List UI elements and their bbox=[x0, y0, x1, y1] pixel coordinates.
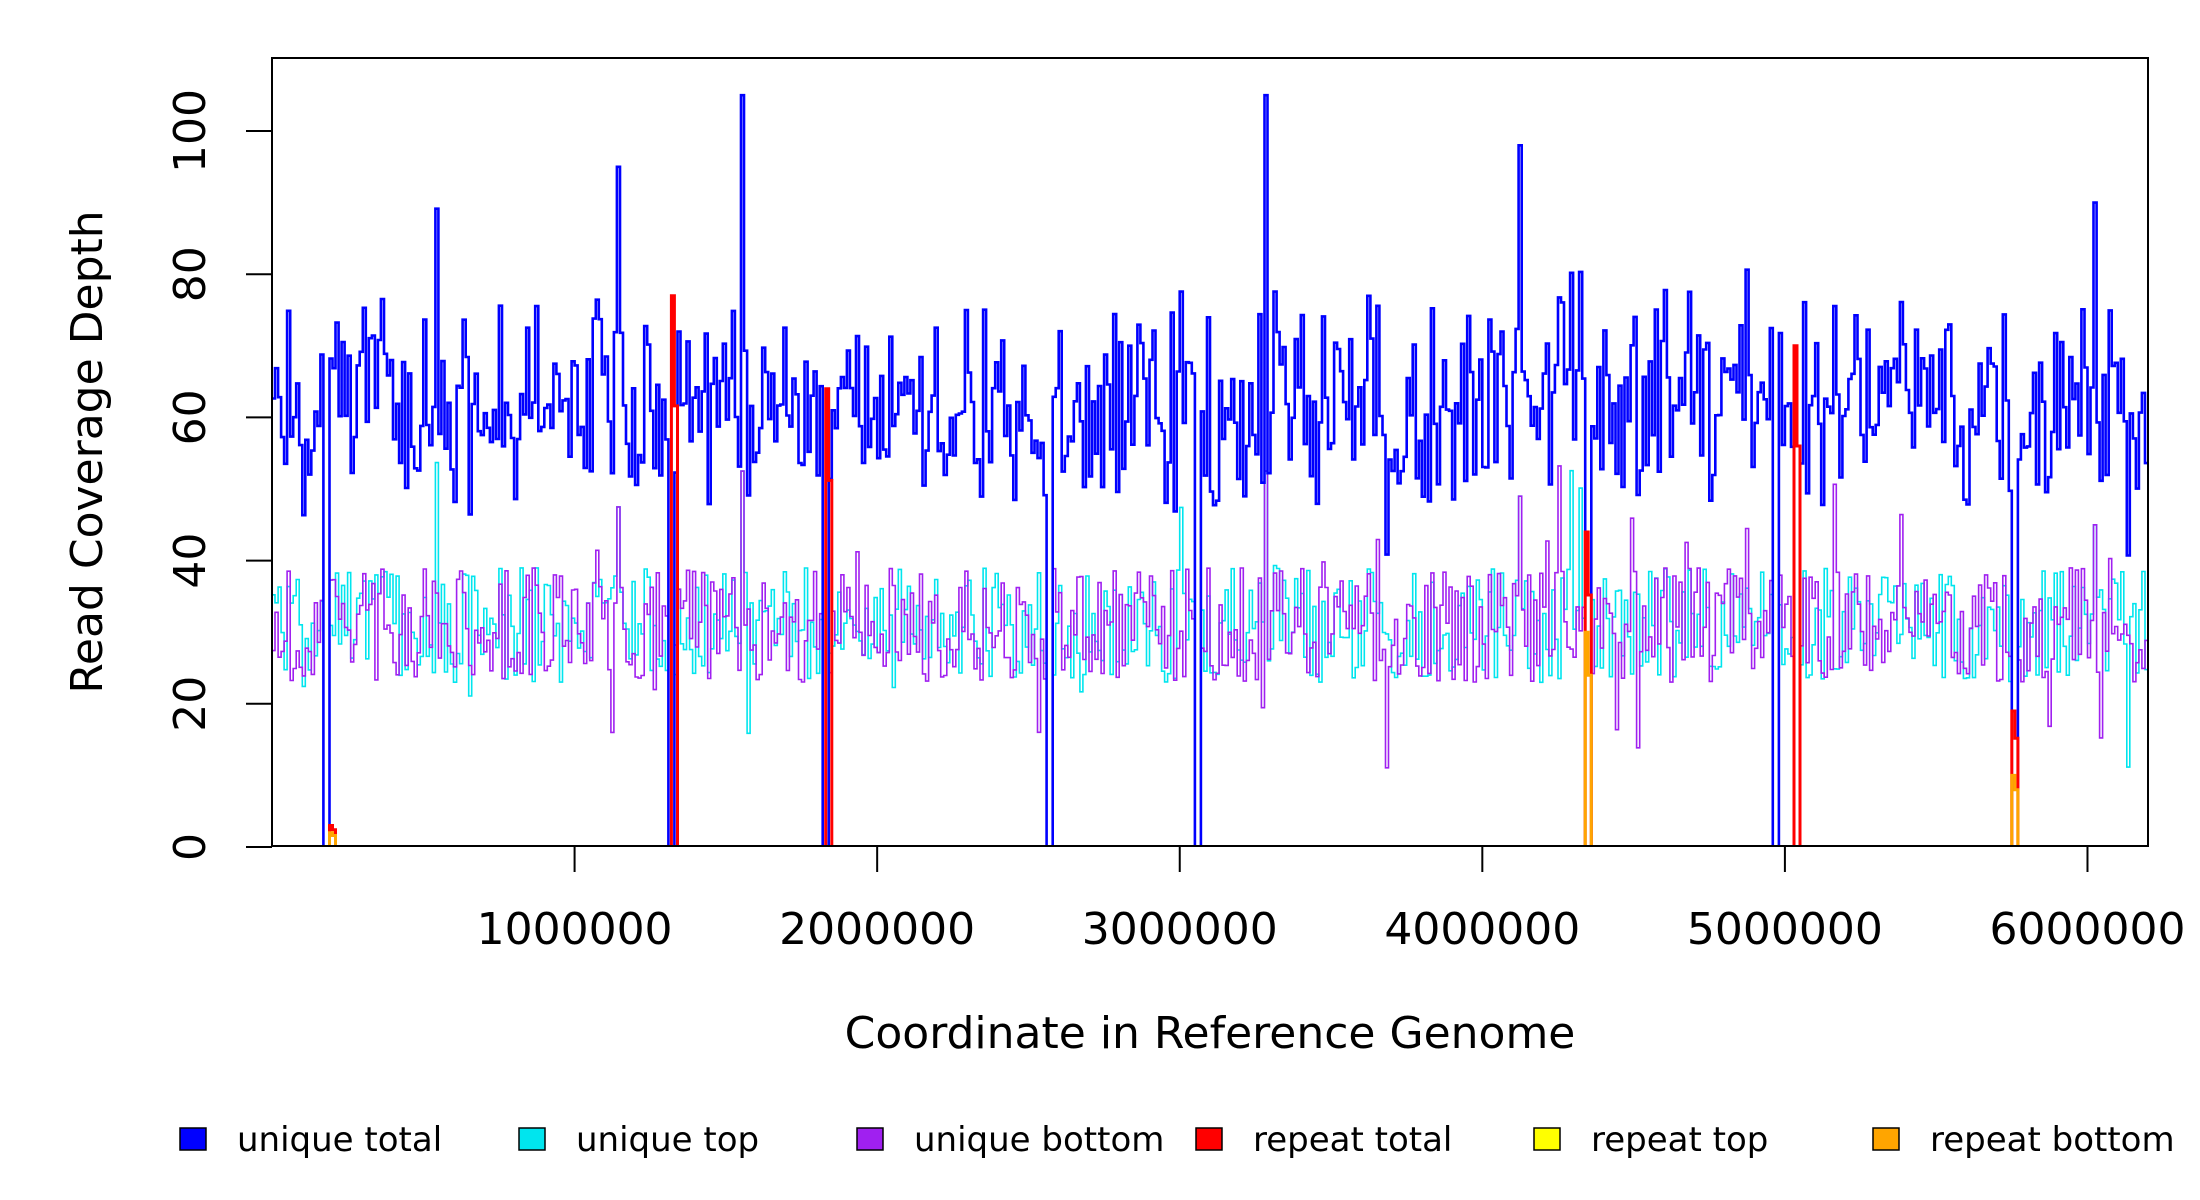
legend-item: repeat top bbox=[1533, 1120, 1768, 1160]
legend-label: unique total bbox=[237, 1120, 442, 1160]
y-tick-label: 80 bbox=[165, 246, 216, 302]
legend-swatch bbox=[1195, 1127, 1223, 1151]
legend-label: repeat top bbox=[1591, 1120, 1768, 1160]
x-tick-label: 4000000 bbox=[1384, 904, 1580, 955]
legend-item: unique total bbox=[179, 1120, 442, 1160]
legend-swatch bbox=[856, 1127, 884, 1151]
y-axis: 0 20 40 60 80 100 bbox=[165, 89, 273, 861]
y-tick-label: 40 bbox=[165, 533, 216, 589]
y-tick-label: 20 bbox=[165, 676, 216, 732]
x-tick-label: 1000000 bbox=[477, 904, 673, 955]
legend-swatch bbox=[1872, 1127, 1900, 1151]
legend-swatch bbox=[1533, 1127, 1561, 1151]
y-tick-label: 60 bbox=[165, 389, 216, 445]
legend-label: repeat total bbox=[1253, 1120, 1452, 1160]
legend: unique total unique top unique bottom repea… bbox=[179, 1120, 2175, 1160]
x-axis-title: Coordinate in Reference Genome bbox=[845, 1008, 1576, 1059]
y-tick-label: 0 bbox=[165, 833, 216, 861]
series-layer bbox=[272, 93, 2148, 846]
legend-item: repeat bottom bbox=[1872, 1120, 2175, 1160]
x-axis: 1000000 2000000 3000000 4000000 5000000 60000… bbox=[477, 846, 2185, 955]
legend-item: repeat total bbox=[1195, 1120, 1452, 1160]
y-tick-label: 100 bbox=[165, 89, 216, 173]
x-tick-label: 5000000 bbox=[1687, 904, 1883, 955]
legend-item: unique bottom bbox=[856, 1120, 1164, 1160]
series-unique-bottom bbox=[272, 465, 2148, 846]
x-tick-label: 3000000 bbox=[1082, 904, 1278, 955]
series-unique-total bbox=[272, 93, 2148, 846]
x-tick-label: 6000000 bbox=[1989, 904, 2185, 955]
legend-label: unique bottom bbox=[914, 1120, 1164, 1160]
legend-swatch bbox=[179, 1127, 207, 1151]
legend-label: unique top bbox=[576, 1120, 759, 1160]
legend-swatch bbox=[518, 1127, 546, 1151]
y-axis-title: Read Coverage Depth bbox=[62, 210, 113, 693]
legend-item: unique top bbox=[518, 1120, 759, 1160]
legend-label: repeat bottom bbox=[1930, 1120, 2175, 1160]
x-tick-label: 2000000 bbox=[779, 904, 975, 955]
